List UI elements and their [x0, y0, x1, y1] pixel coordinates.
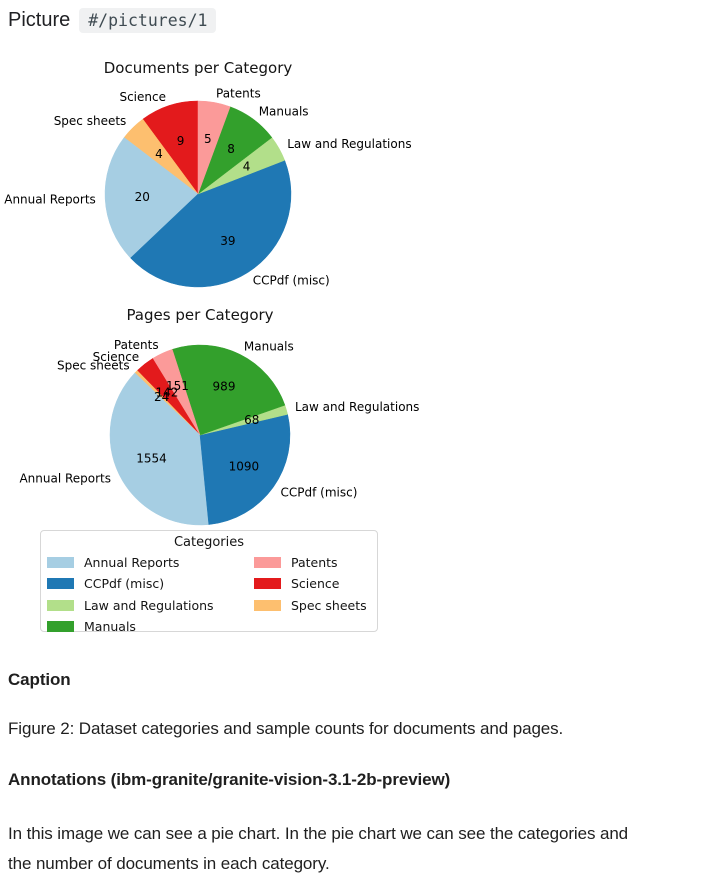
legend-item-law-and-regulations: Law and Regulations: [47, 594, 214, 616]
pie-slice-patents: [152, 349, 201, 436]
pie-slice-label: Law and Regulations: [287, 137, 411, 151]
legend-label: Spec sheets: [291, 597, 367, 613]
legend-label: Law and Regulations: [84, 597, 214, 613]
pie-slice-value: 68: [244, 413, 259, 427]
pie-slice-ccpdf-misc-: [199, 414, 291, 525]
pie-slice-label: Spec sheets: [57, 358, 130, 372]
pie-slice-patents: [197, 100, 231, 195]
pages-per-category-pie-chart: 142 Science 24 Spec sheets 1554 Annual Report…: [19, 306, 419, 526]
legend-swatch: [254, 599, 281, 611]
legend-label: Annual Reports: [84, 554, 180, 570]
legend-swatch: [47, 599, 74, 611]
pie-chart-title: Documents per Category: [104, 59, 293, 77]
pie-slice-value: 5: [204, 132, 212, 146]
legend-swatch: [254, 578, 281, 589]
pie-slice-value: 24: [154, 390, 169, 404]
pie-slice-label: Science: [93, 350, 140, 364]
pie-chart-title: Pages per Category: [126, 306, 273, 324]
legend-item-manuals: Manuals: [47, 616, 136, 638]
pie-slice-ccpdf-misc-: [130, 159, 292, 288]
legend-item-patents: Patents: [254, 551, 338, 573]
annotations-heading: Annotations (ibm-granite/granite-vision-…: [8, 770, 451, 789]
pie-slice-value: 8: [227, 142, 235, 156]
pie-slice-label: Patents: [216, 86, 261, 100]
pie-slice-label: Annual Reports: [19, 471, 111, 485]
pie-slice-label: Law and Regulations: [295, 400, 419, 414]
pie-slice-value: 9: [177, 134, 185, 148]
pie-slice-label: Science: [119, 90, 166, 104]
pie-slice-label: CCPdf (misc): [281, 486, 358, 500]
pie-slice-label: Manuals: [244, 339, 294, 353]
categories-legend: Categories Annual Reports CCPdf (misc) Law…: [40, 530, 378, 634]
legend-item-science: Science: [254, 573, 339, 595]
pie-slice-value: 989: [213, 380, 236, 394]
legend-item-spec-sheets: Spec sheets: [254, 594, 367, 616]
legend-swatch: [47, 621, 74, 632]
pie-slice-annual-reports: [104, 137, 199, 259]
picture-title: Picture: [8, 9, 71, 31]
pie-slice-value: 4: [155, 147, 163, 161]
legend-swatch: [47, 556, 74, 568]
legend-item-ccpdf-misc-: CCPdf (misc): [47, 573, 164, 595]
pie-slice-value: 1554: [136, 452, 167, 466]
legend-label: Science: [291, 576, 340, 591]
pie-slice-label: Patents: [114, 338, 159, 352]
annotation-line: the number of documents in each category…: [8, 854, 330, 873]
pie-slice-value: 1090: [229, 459, 260, 473]
pie-slice-value: 39: [220, 234, 235, 248]
picture-path-chip: #/pictures/1: [79, 8, 217, 33]
pie-slice-label: Manuals: [259, 105, 309, 119]
legend-label: Patents: [291, 554, 338, 570]
annotation-text: In this image we can see a pie chart. In…: [8, 819, 628, 879]
legend-title: Categories: [173, 535, 245, 550]
legend-item-annual-reports: Annual Reports: [47, 551, 179, 573]
pie-slice-value: 4: [243, 160, 251, 174]
pie-slice-label: CCPdf (misc): [253, 273, 330, 287]
pie-slice-value: 142: [155, 385, 178, 399]
pie-slice-value: 151: [166, 379, 189, 393]
figure-caption-text: Figure 2: Dataset categories and sample …: [8, 719, 564, 738]
legend-swatch: [254, 556, 281, 568]
annotation-line: In this image we can see a pie chart. In…: [8, 824, 629, 843]
legend-label: CCPdf (misc): [84, 576, 165, 591]
pie-slice-annual-reports: [109, 372, 210, 526]
pie-slice-label: Annual Reports: [4, 192, 96, 206]
documents-per-category-pie-chart: 9 Science 4 Spec sheets 20 Annual Reports 39 CC…: [4, 59, 411, 288]
pie-slice-label: Spec sheets: [54, 114, 127, 128]
legend-label: Manuals: [84, 619, 136, 634]
pie-slice-manuals: [171, 344, 286, 436]
pie-slice-value: 20: [135, 190, 150, 204]
picture-header: Picture #/pictures/1: [8, 8, 217, 33]
legend-swatch: [47, 578, 74, 589]
caption-heading: Caption: [8, 670, 71, 689]
